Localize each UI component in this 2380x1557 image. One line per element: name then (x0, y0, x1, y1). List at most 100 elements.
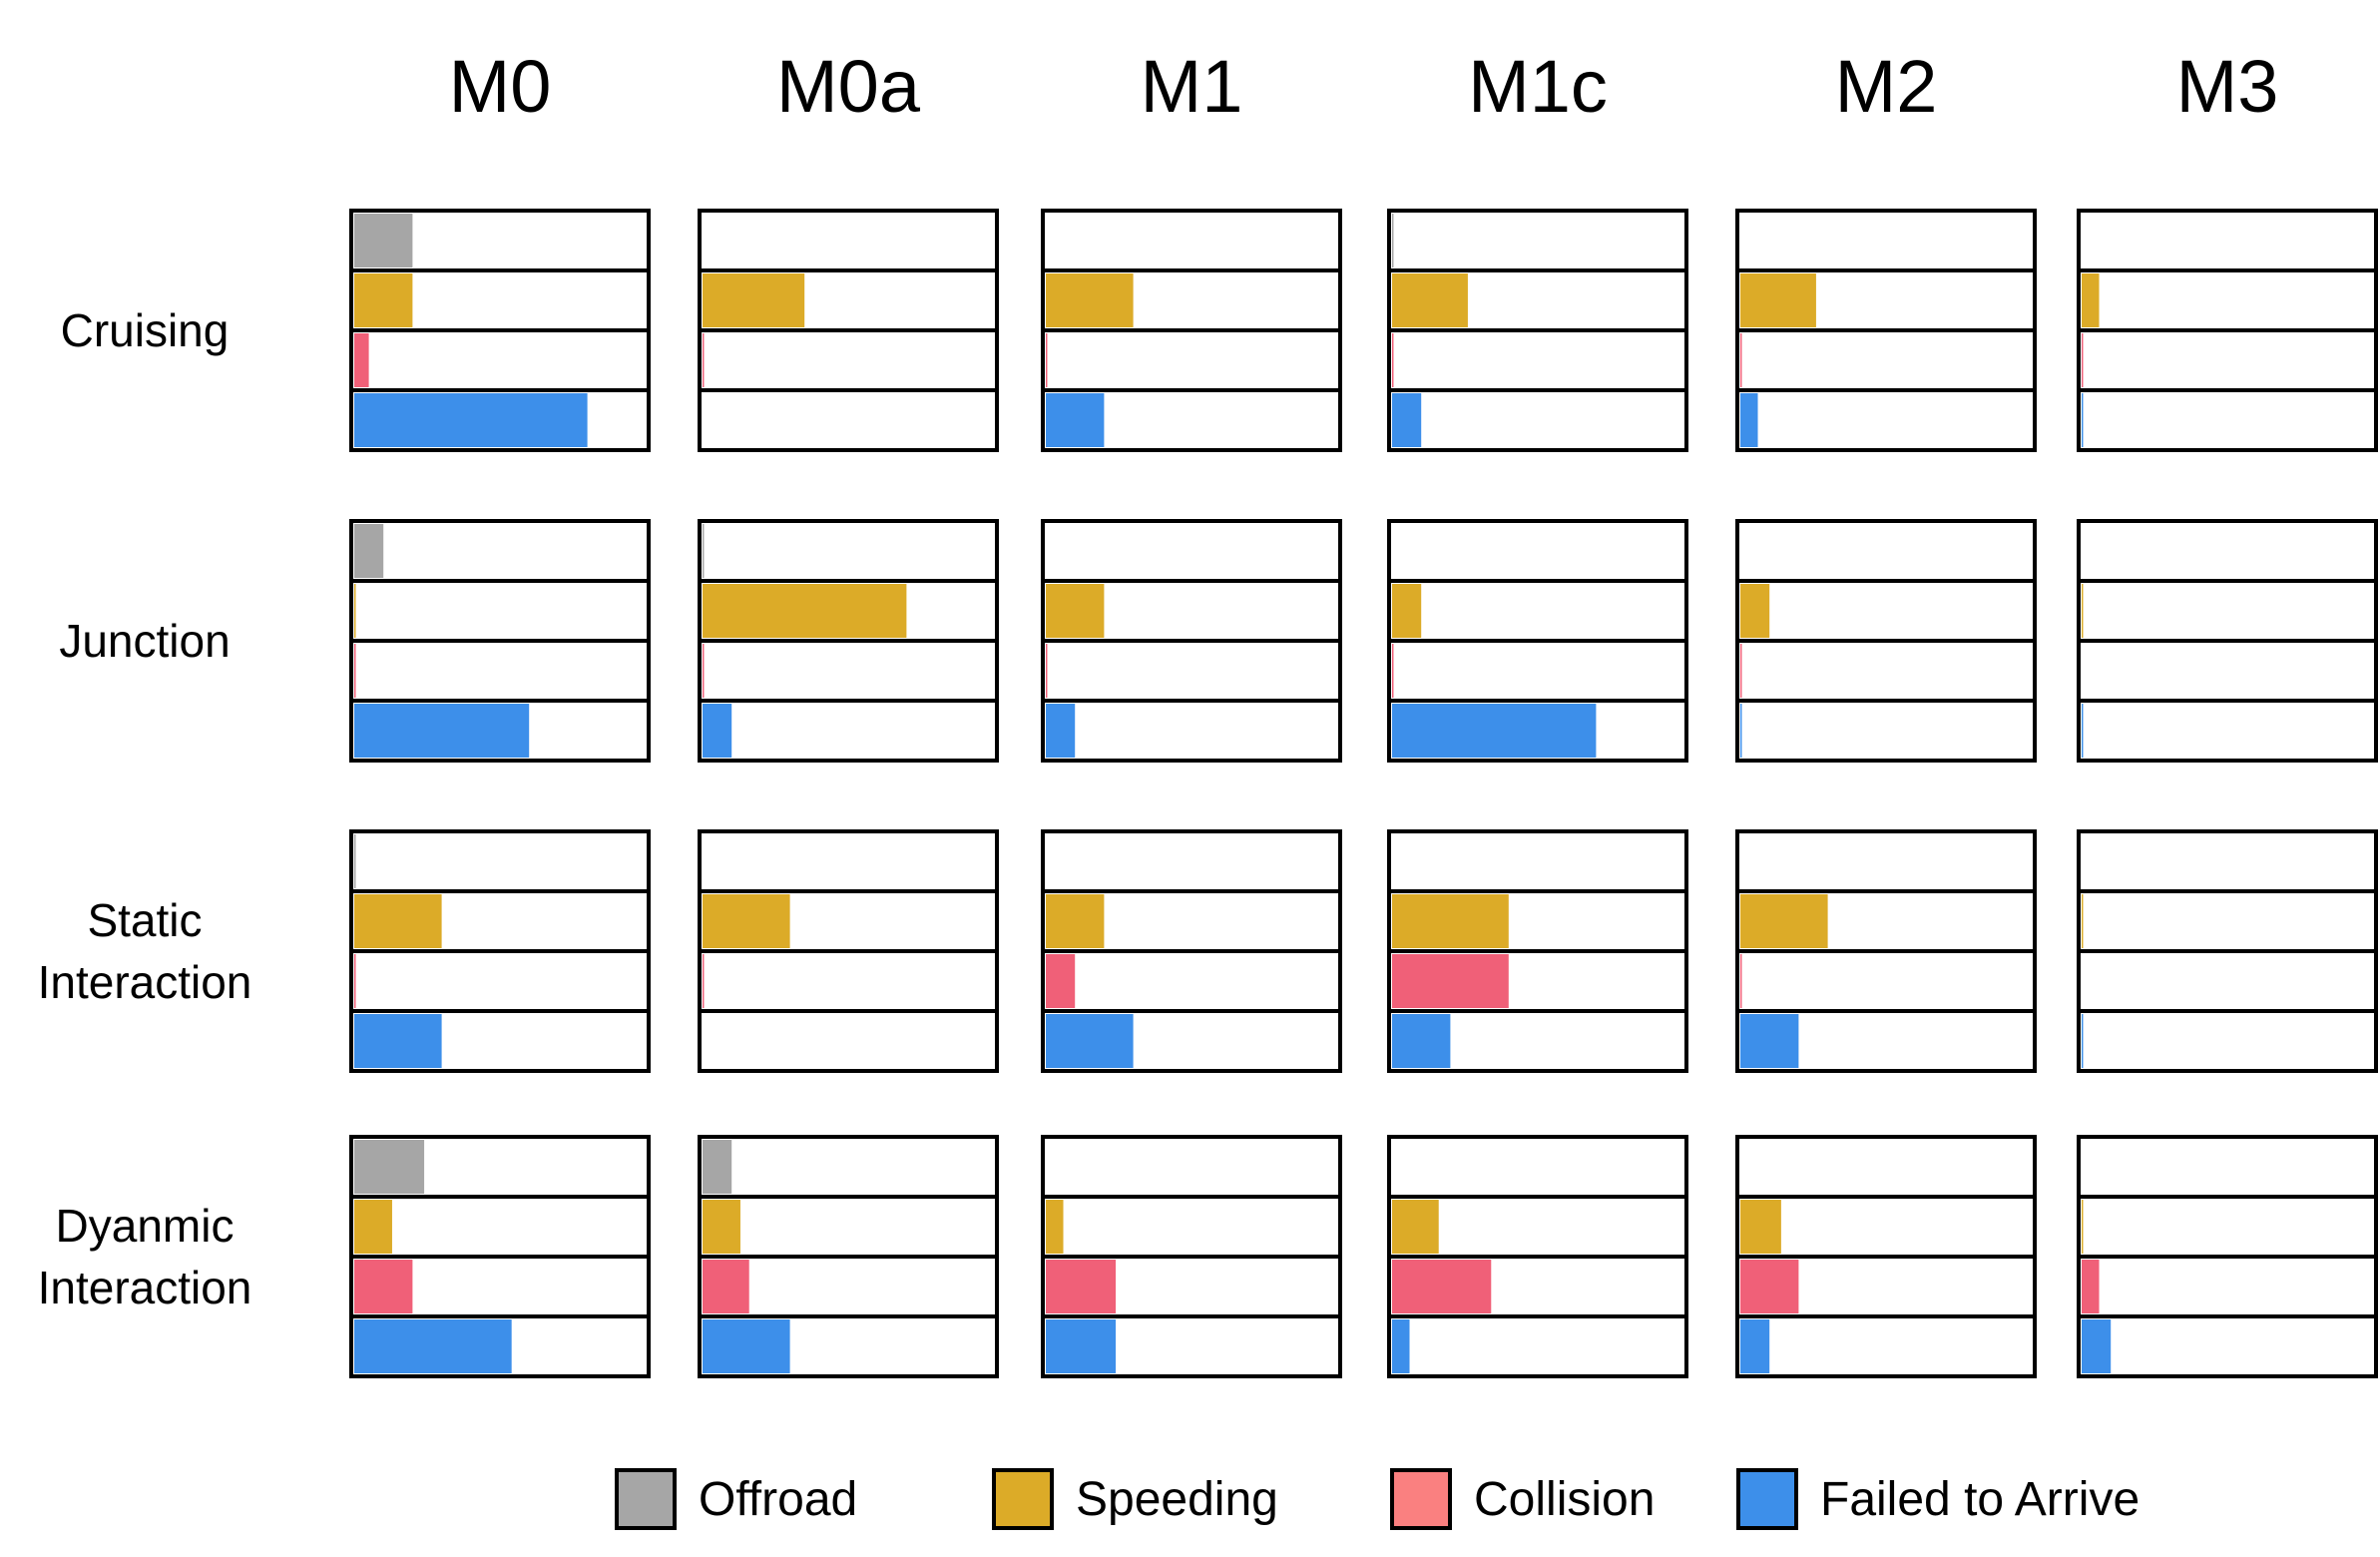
legend-label: Offroad (699, 1473, 857, 1526)
scenario-label-line: Static (87, 894, 202, 946)
cell-cruising-m0 (349, 209, 651, 452)
legend-swatch (615, 1468, 677, 1530)
cell-frame (1041, 519, 1342, 763)
scenario-label-static-interaction: Static Interaction (38, 894, 252, 1008)
legend-item-offroad: Offroad (615, 1468, 857, 1530)
bar-collision (1740, 1260, 1799, 1313)
bar-collision (1046, 1260, 1117, 1313)
bar-offroad (703, 524, 705, 578)
bar-collision (354, 333, 369, 387)
cell-frame (349, 209, 651, 452)
bar-speeding (2082, 1200, 2084, 1254)
cell-frame (1041, 209, 1342, 452)
cell-junction-m0a (698, 519, 999, 763)
cell-cruising-m0a (698, 209, 999, 452)
cell-frame (1041, 1135, 1342, 1378)
bar-speeding (354, 273, 413, 327)
bar-speeding (1046, 1200, 1064, 1254)
cell-frame (349, 1135, 651, 1378)
bar-collision (2082, 333, 2084, 387)
cell-frame (1387, 209, 1688, 452)
bar-collision (1392, 333, 1394, 387)
bar-failed-to-arrive (2082, 1014, 2084, 1068)
bar-collision (1740, 644, 1742, 698)
bar-collision (703, 333, 705, 387)
bar-speeding (2082, 584, 2084, 638)
small-multiples-grid (349, 209, 2378, 1378)
legend-label: Failed to Arrive (1820, 1473, 2140, 1526)
scenario-label-junction: Junction (59, 615, 230, 667)
cell-junction-m1 (1041, 519, 1342, 763)
cell-frame (698, 829, 999, 1073)
cell-frame (1735, 1135, 2037, 1378)
legend-item-failed-to-arrive: Failed to Arrive (1736, 1468, 2140, 1530)
bar-failed-to-arrive (354, 1014, 442, 1068)
cell-junction-m2 (1735, 519, 2037, 763)
cell-junction-m0 (349, 519, 651, 763)
scenario-label-line: Interaction (38, 1262, 252, 1313)
cell-dyanmic-interaction-m0a (698, 1135, 999, 1378)
cell-frame (1735, 209, 2037, 452)
bar-failed-to-arrive (1046, 704, 1076, 758)
bar-collision (1046, 333, 1048, 387)
scenario-label-line: Dyanmic (56, 1200, 235, 1252)
bar-failed-to-arrive (1740, 1014, 1799, 1068)
bar-failed-to-arrive (703, 704, 732, 758)
bar-collision (1392, 1260, 1492, 1313)
bar-speeding (1392, 273, 1468, 327)
bar-failed-to-arrive (1740, 1319, 1770, 1373)
scenario-label-dyanmic-interaction: Dyanmic Interaction (38, 1200, 252, 1313)
legend-swatch (1390, 1468, 1452, 1530)
bar-collision (1392, 644, 1394, 698)
bar-speeding (1046, 894, 1105, 948)
bar-failed-to-arrive (1392, 1014, 1451, 1068)
bar-failed-to-arrive (1046, 1319, 1117, 1373)
bar-speeding (2082, 273, 2100, 327)
cell-frame (1735, 829, 2037, 1073)
cell-frame (349, 829, 651, 1073)
bar-failed-to-arrive (354, 393, 588, 447)
bar-speeding (1740, 584, 1770, 638)
bar-failed-to-arrive (703, 1319, 790, 1373)
bar-speeding (354, 894, 442, 948)
bar-speeding (703, 1200, 740, 1254)
bar-speeding (2082, 894, 2084, 948)
legend-swatch (992, 1468, 1054, 1530)
scenario-label-cruising: Cruising (61, 304, 230, 356)
cell-static-interaction-m1c (1387, 829, 1688, 1073)
bar-offroad (354, 214, 413, 267)
cell-junction-m3 (2077, 519, 2378, 763)
cell-junction-m1c (1387, 519, 1688, 763)
model-header-m2: M2 (1835, 45, 1938, 128)
bar-speeding (703, 584, 907, 638)
bar-speeding (1740, 273, 1816, 327)
bar-failed-to-arrive (1740, 393, 1758, 447)
cell-frame (349, 519, 651, 763)
scenario-label-line: Interaction (38, 956, 252, 1008)
bar-speeding (703, 273, 805, 327)
bar-collision (1392, 954, 1509, 1008)
bar-collision (703, 954, 705, 1008)
cell-frame (698, 209, 999, 452)
bar-speeding (354, 584, 356, 638)
cell-dyanmic-interaction-m0 (349, 1135, 651, 1378)
bar-failed-to-arrive (354, 704, 530, 758)
bar-collision (354, 954, 356, 1008)
cell-dyanmic-interaction-m1 (1041, 1135, 1342, 1378)
bar-speeding (354, 1200, 392, 1254)
bar-failed-to-arrive (1392, 704, 1597, 758)
cell-static-interaction-m1 (1041, 829, 1342, 1073)
bar-collision (1740, 333, 1742, 387)
cell-dyanmic-interaction-m1c (1387, 1135, 1688, 1378)
cell-cruising-m3 (2077, 209, 2378, 452)
model-header-m1c: M1c (1468, 45, 1608, 128)
cell-frame (2077, 519, 2378, 763)
bar-speeding (1740, 1200, 1781, 1254)
cell-static-interaction-m0 (349, 829, 651, 1073)
bar-speeding (1740, 894, 1828, 948)
bar-speeding (1046, 273, 1134, 327)
bar-collision (1740, 954, 1742, 1008)
cell-frame (2077, 209, 2378, 452)
bar-failed-to-arrive (1740, 704, 1742, 758)
